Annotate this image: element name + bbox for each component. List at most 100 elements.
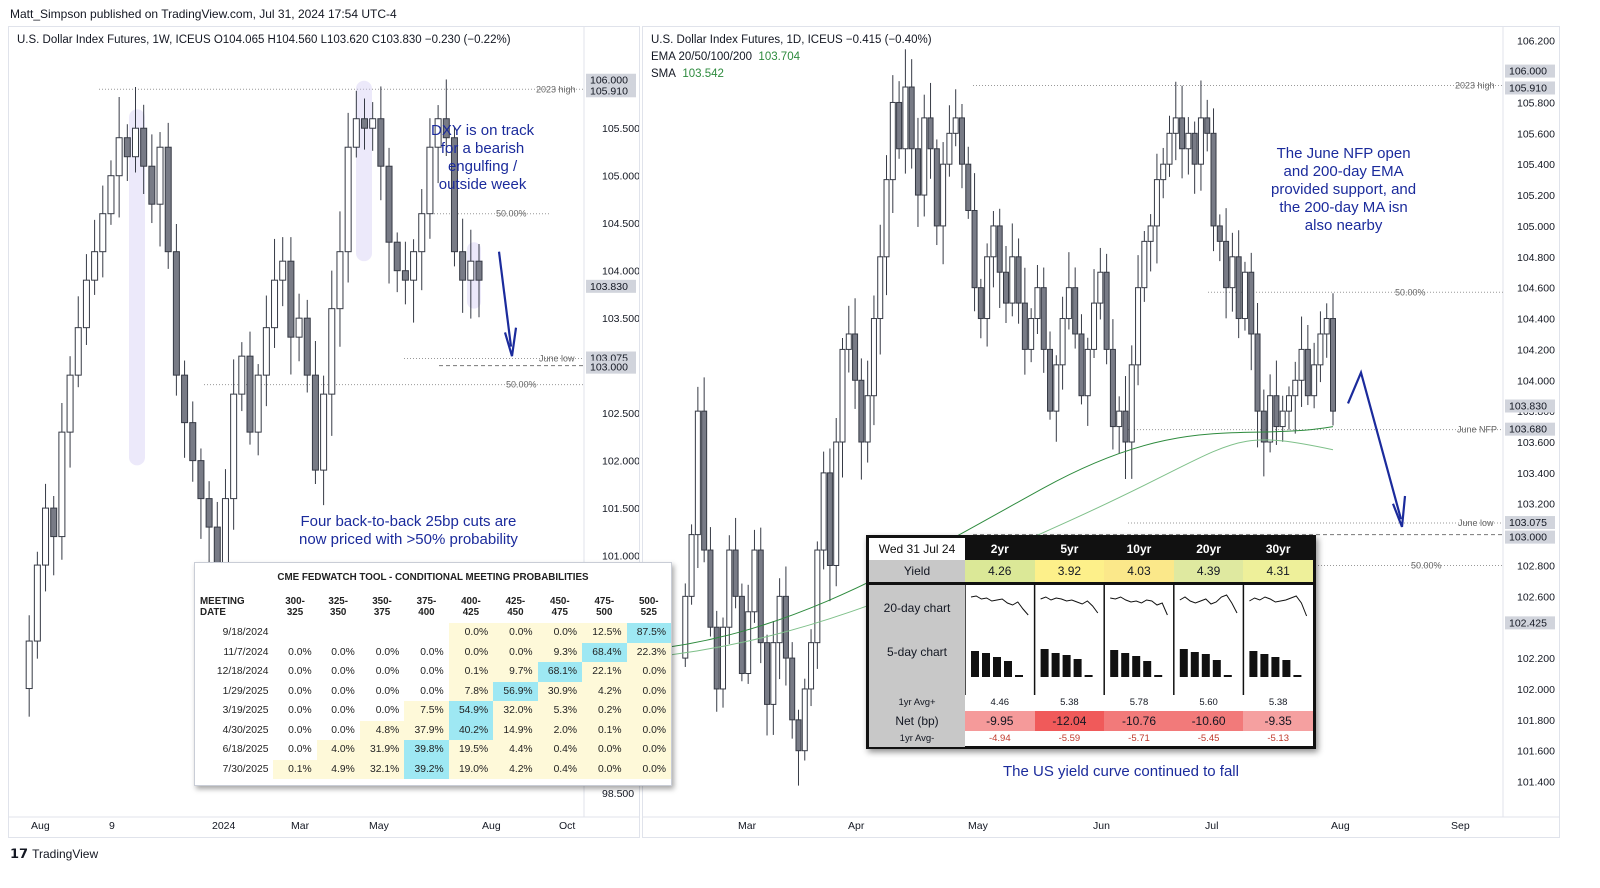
y-tick-label: 102.200 (1517, 653, 1555, 665)
y-tick-label: 101.400 (1517, 777, 1555, 789)
candle-body (984, 256, 991, 320)
probability-cell: 2.0% (537, 720, 583, 740)
x-tick-label: Apr (848, 820, 865, 832)
candle-body (1091, 302, 1098, 350)
yield-20day-sparkline (1249, 595, 1308, 617)
candle-body (385, 165, 393, 243)
price-tag-label: 103.830 (590, 281, 628, 293)
candle-body (1103, 271, 1110, 350)
probability-cell: 0.0% (331, 646, 355, 658)
candle-body (1009, 256, 1016, 304)
probability-cell: 0.0% (375, 705, 400, 717)
fedwatch-row: 12/18/2024 0.0% 0.0% 0.0% 0.0% 0.1% 9.7% 68.1% 2… (195, 662, 671, 682)
y-tick-label: 101.000 (602, 551, 639, 563)
avg-minus-label: 1yr Avg- (869, 731, 965, 747)
candle-body (1285, 395, 1292, 412)
candle-body (1317, 333, 1324, 366)
candle-body (1128, 364, 1135, 443)
yield-5day-bar (1271, 657, 1280, 677)
price-tag-bg (1505, 399, 1555, 413)
price-tag-label: 105.910 (1509, 82, 1547, 94)
candle-body (336, 251, 344, 310)
fib-b-label: 50.00% (506, 380, 537, 390)
candle-body (1153, 179, 1160, 227)
meeting-date: 11/7/2024 (223, 646, 269, 658)
yield-5day-bar (1110, 650, 1119, 677)
june-nfp-label: June NFP (1457, 425, 1497, 435)
price-tag-bg (1505, 64, 1555, 78)
probability-cell (273, 623, 316, 643)
yield-value: 3.92 (1034, 560, 1105, 582)
fedwatch-header-row: MEETING DATE 300-325 325-350 350-375 375-400… (195, 591, 671, 623)
fedwatch-col-header: 350-375 (372, 596, 392, 618)
candle-body (377, 118, 385, 167)
candle-body (914, 148, 921, 196)
daily-chart-panel[interactable]: 106.200 105.800 105.600 105.400 105.200 105.0… (642, 26, 1560, 838)
price-tag-bg (1505, 81, 1555, 95)
price-tag-bg (586, 279, 636, 293)
candle-body (1260, 410, 1267, 443)
probability-cell: 0.0% (537, 623, 583, 643)
probability-cell (360, 623, 404, 643)
candle-body (140, 127, 148, 167)
probability-cell: 12.5% (582, 623, 627, 643)
probability-cell: 0.0% (331, 666, 355, 678)
zigzag-arrow (1346, 369, 1403, 520)
fedwatch-col-header: 375-400 (416, 596, 437, 618)
y-tick-label: 98.500 (602, 788, 634, 800)
meeting-date: 4/30/2025 (222, 724, 269, 736)
candle-body (434, 118, 442, 148)
probability-cell: 54.9% (448, 701, 494, 721)
avg-minus-value: -4.94 (988, 733, 1011, 744)
june-low-label: June low (539, 354, 575, 364)
x-tick-label: Sep (1451, 820, 1470, 832)
x-tick-label: Jun (1093, 820, 1110, 832)
probability-cell (317, 623, 360, 643)
net-value: -9.95 (965, 711, 1035, 731)
candle-body (889, 101, 896, 181)
candle-body (694, 410, 701, 536)
candle-body (271, 279, 279, 329)
y-tick-label: 101.500 (602, 503, 639, 515)
candle-body (864, 395, 871, 443)
candle-body (927, 117, 934, 150)
price-tag-bg (586, 73, 636, 87)
fedwatch-table: CME FEDWATCH TOOL - CONDITIONAL MEETING … (194, 562, 672, 786)
price-tag-bg (586, 84, 636, 98)
yield-5day-bar (1293, 675, 1302, 677)
probability-cell: 0.1% (582, 720, 627, 740)
candle-body (1034, 287, 1041, 320)
yield-5day-bar (1051, 653, 1060, 677)
net-value: -12.04 (1034, 711, 1105, 731)
x-tick-label: Mar (291, 820, 310, 832)
candle-body (442, 118, 450, 139)
candle-body (946, 132, 953, 165)
yield-20day-sparkline (1040, 596, 1099, 614)
probability-cell: 0.0% (493, 642, 538, 662)
price-tag-label: 103.830 (1509, 401, 1547, 413)
fedwatch-col-header: 325-350 (328, 596, 348, 618)
tenor-header: 10yr (1126, 542, 1152, 556)
publisher-header: Matt_Simpson published on TradingView.co… (10, 7, 397, 21)
probability-cell: 0.1% (448, 662, 494, 682)
candle-body (1292, 379, 1299, 397)
candle-body (1279, 410, 1286, 428)
candle-body (164, 146, 172, 253)
candle-body (33, 564, 41, 642)
candle-body (782, 595, 789, 659)
yield-5day-bar (971, 651, 979, 677)
net-value: -9.35 (1243, 711, 1313, 731)
candle-body (940, 163, 947, 227)
meeting-date: 7/30/2025 (222, 763, 269, 775)
candle-body (328, 308, 336, 395)
yield-5day-bar (1223, 675, 1232, 677)
candle-body (475, 260, 483, 281)
probability-cell: 87.5% (626, 623, 671, 643)
price-tag-bg (1505, 422, 1555, 436)
probability-cell: 0.0% (626, 759, 671, 779)
fedwatch-title: CME FEDWATCH TOOL - CONDITIONAL MEETING … (277, 571, 589, 583)
candle-body (1015, 256, 1022, 304)
tenor-header: 2yr (990, 542, 1009, 556)
candle-body (1210, 132, 1217, 227)
probability-cell: 30.9% (537, 681, 583, 701)
